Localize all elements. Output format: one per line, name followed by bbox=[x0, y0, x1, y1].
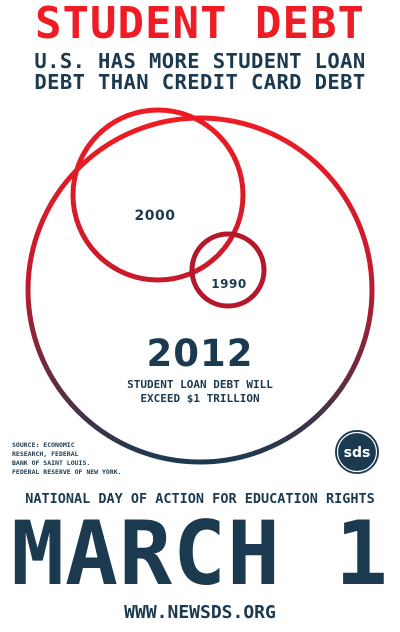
circle-2000 bbox=[70, 107, 246, 283]
year-1990-label: 1990 bbox=[211, 277, 247, 291]
subtitle-line-1: U.S. HAS MORE STUDENT LOAN bbox=[34, 49, 366, 73]
sds-logo-icon: sds bbox=[335, 430, 379, 474]
circle-2012 bbox=[25, 115, 375, 465]
debt-circles-graphic bbox=[25, 107, 375, 465]
year-2012-label: 2012 bbox=[146, 332, 254, 375]
website-url: WWW.NEWSDS.ORG bbox=[124, 602, 276, 623]
source-line-1: SOURCE: ECONOMIC bbox=[12, 441, 75, 449]
circle-1990 bbox=[189, 231, 267, 309]
source-line-2: RESEARCH, FEDERAL bbox=[12, 450, 79, 458]
debt-note-line-1: STUDENT LOAN DEBT WILL bbox=[127, 378, 273, 391]
day-of-action-heading: NATIONAL DAY OF ACTION FOR EDUCATION RIG… bbox=[25, 491, 375, 507]
debt-note-line-2: EXCEED $1 TRILLION bbox=[140, 392, 260, 405]
subtitle-line-2: DEBT THAN CREDIT CARD DEBT bbox=[34, 70, 366, 94]
source-line-4: FEDERAL RESERVE OF NEW YORK. bbox=[12, 468, 122, 476]
poster-title: STUDENT DEBT bbox=[35, 0, 365, 49]
sds-logo-text: sds bbox=[344, 445, 371, 461]
source-line-3: BANK OF SAINT LOUIS. bbox=[12, 459, 91, 467]
year-2000-label: 2000 bbox=[134, 208, 176, 224]
event-date: MARCH 1 bbox=[11, 502, 389, 605]
